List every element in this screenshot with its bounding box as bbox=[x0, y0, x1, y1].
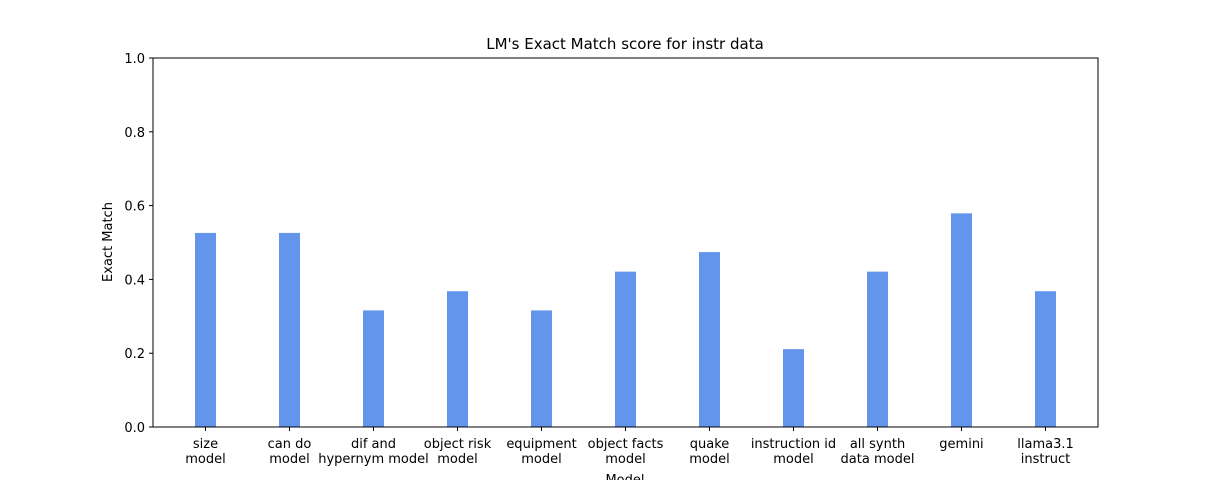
x-tick-label: instruction id model bbox=[751, 437, 836, 467]
bar bbox=[1035, 291, 1056, 427]
y-tick-label: 0.0 bbox=[124, 421, 145, 436]
y-tick-label: 0.8 bbox=[124, 126, 145, 141]
plot-frame bbox=[152, 57, 1099, 428]
y-tick-label: 0.4 bbox=[124, 273, 145, 288]
bar bbox=[531, 310, 552, 427]
x-tick-label: size model bbox=[185, 437, 225, 467]
bar bbox=[615, 271, 636, 427]
x-tick-label: object risk model bbox=[424, 437, 492, 467]
bar bbox=[279, 232, 300, 427]
x-tick-label: object facts model bbox=[588, 437, 664, 467]
chart-title: LM's Exact Match score for instr data bbox=[486, 35, 764, 53]
bar bbox=[447, 291, 468, 427]
x-tick-label: gemini bbox=[939, 437, 983, 452]
bar bbox=[783, 349, 804, 427]
y-tick-label: 1.0 bbox=[124, 52, 145, 67]
bar bbox=[867, 271, 888, 427]
bar bbox=[363, 310, 384, 427]
x-tick-label: equipment model bbox=[506, 437, 576, 467]
bar bbox=[195, 232, 216, 427]
y-axis-label: Exact Match bbox=[101, 202, 116, 282]
x-tick-label: all synth data model bbox=[841, 437, 915, 467]
bar bbox=[951, 213, 972, 427]
x-axis-label: Model bbox=[605, 473, 644, 480]
y-tick-label: 0.6 bbox=[124, 200, 145, 215]
x-tick-label: llama3.1 instruct bbox=[1017, 437, 1074, 467]
bar bbox=[699, 252, 720, 427]
x-tick-label: dif and hypernym model bbox=[318, 437, 429, 467]
y-tick-label: 0.2 bbox=[124, 347, 145, 362]
x-tick-label: can do model bbox=[268, 437, 312, 467]
x-tick-label: quake model bbox=[689, 437, 729, 467]
